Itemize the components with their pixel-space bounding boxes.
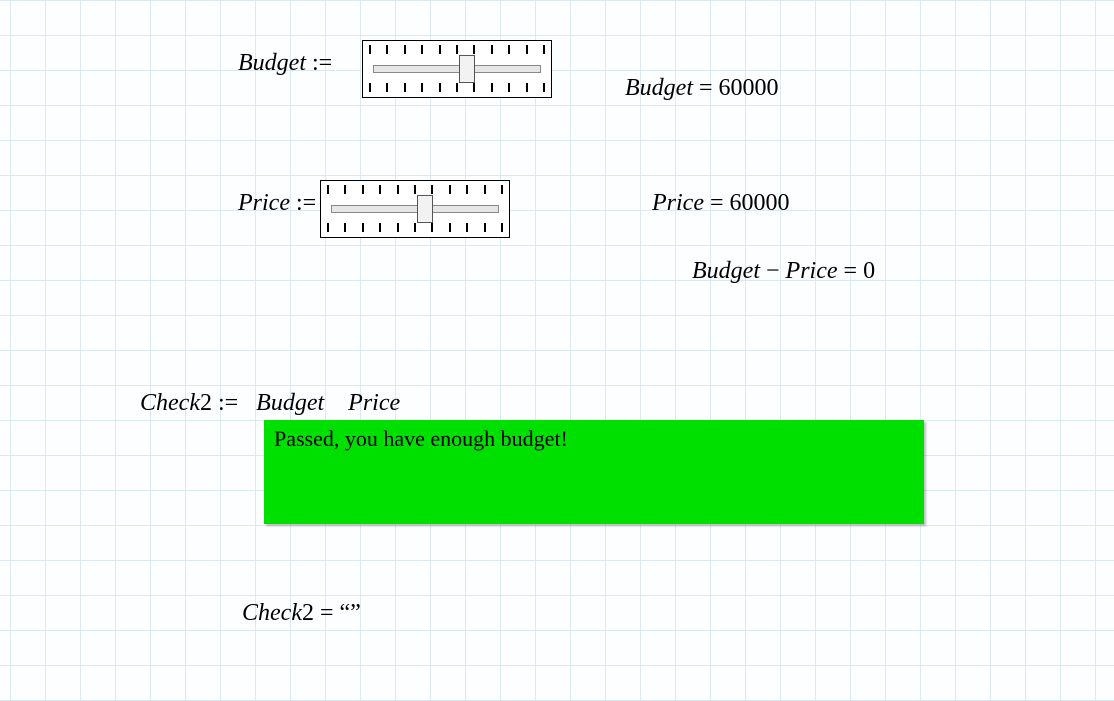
price-value-readout: Price = 60000 bbox=[652, 190, 790, 217]
budget-slider-ticks-bottom bbox=[369, 83, 545, 93]
minus-op: − bbox=[766, 258, 780, 284]
budget-slider[interactable] bbox=[362, 40, 552, 98]
budget-slider-ticks-top bbox=[369, 45, 545, 55]
price-slider[interactable] bbox=[320, 180, 510, 238]
budget-slider-thumb[interactable] bbox=[459, 55, 475, 83]
check2-value: “” bbox=[340, 600, 361, 626]
result-message-box: Passed, you have enough budget! bbox=[264, 420, 924, 524]
assign-op: := bbox=[218, 390, 238, 416]
equals-op: = bbox=[710, 190, 724, 216]
equals-op: = bbox=[320, 600, 334, 626]
assign-op: := bbox=[296, 190, 316, 216]
check2-var: Check2 bbox=[242, 600, 320, 626]
result-message-text: Passed, you have enough budget! bbox=[274, 426, 568, 451]
grid-background bbox=[0, 0, 1114, 701]
check2-var: Check2 bbox=[140, 390, 218, 416]
price-slider-ticks-top bbox=[327, 185, 503, 195]
price-var: Price bbox=[238, 190, 290, 216]
check2-rhs-b: Price bbox=[348, 390, 400, 416]
diff-value: 0 bbox=[863, 258, 875, 284]
check2-rhs-a: Budget bbox=[256, 390, 324, 416]
price-var: Price bbox=[652, 190, 704, 216]
budget-assign-label: Budget := bbox=[238, 50, 332, 77]
price-slider-track[interactable] bbox=[331, 205, 499, 213]
equals-op: = bbox=[699, 75, 713, 101]
equals-op: = bbox=[844, 258, 858, 284]
budget-value: 60000 bbox=[719, 75, 779, 101]
diff-lhs-a: Budget bbox=[692, 258, 760, 284]
budget-var: Budget bbox=[238, 50, 306, 76]
assign-op: := bbox=[312, 50, 332, 76]
budget-var: Budget bbox=[625, 75, 693, 101]
check2-definition: Check2 := Budget Price bbox=[140, 390, 400, 417]
check2-value-readout: Check2 = “” bbox=[242, 600, 361, 627]
price-value: 60000 bbox=[730, 190, 790, 216]
price-assign-label: Price := bbox=[238, 190, 316, 217]
price-slider-ticks-bottom bbox=[327, 223, 503, 233]
price-slider-thumb[interactable] bbox=[417, 195, 433, 223]
budget-value-readout: Budget = 60000 bbox=[625, 75, 779, 102]
difference-readout: Budget − Price = 0 bbox=[692, 258, 875, 285]
diff-lhs-b: Price bbox=[786, 258, 838, 284]
budget-slider-track[interactable] bbox=[373, 65, 541, 73]
